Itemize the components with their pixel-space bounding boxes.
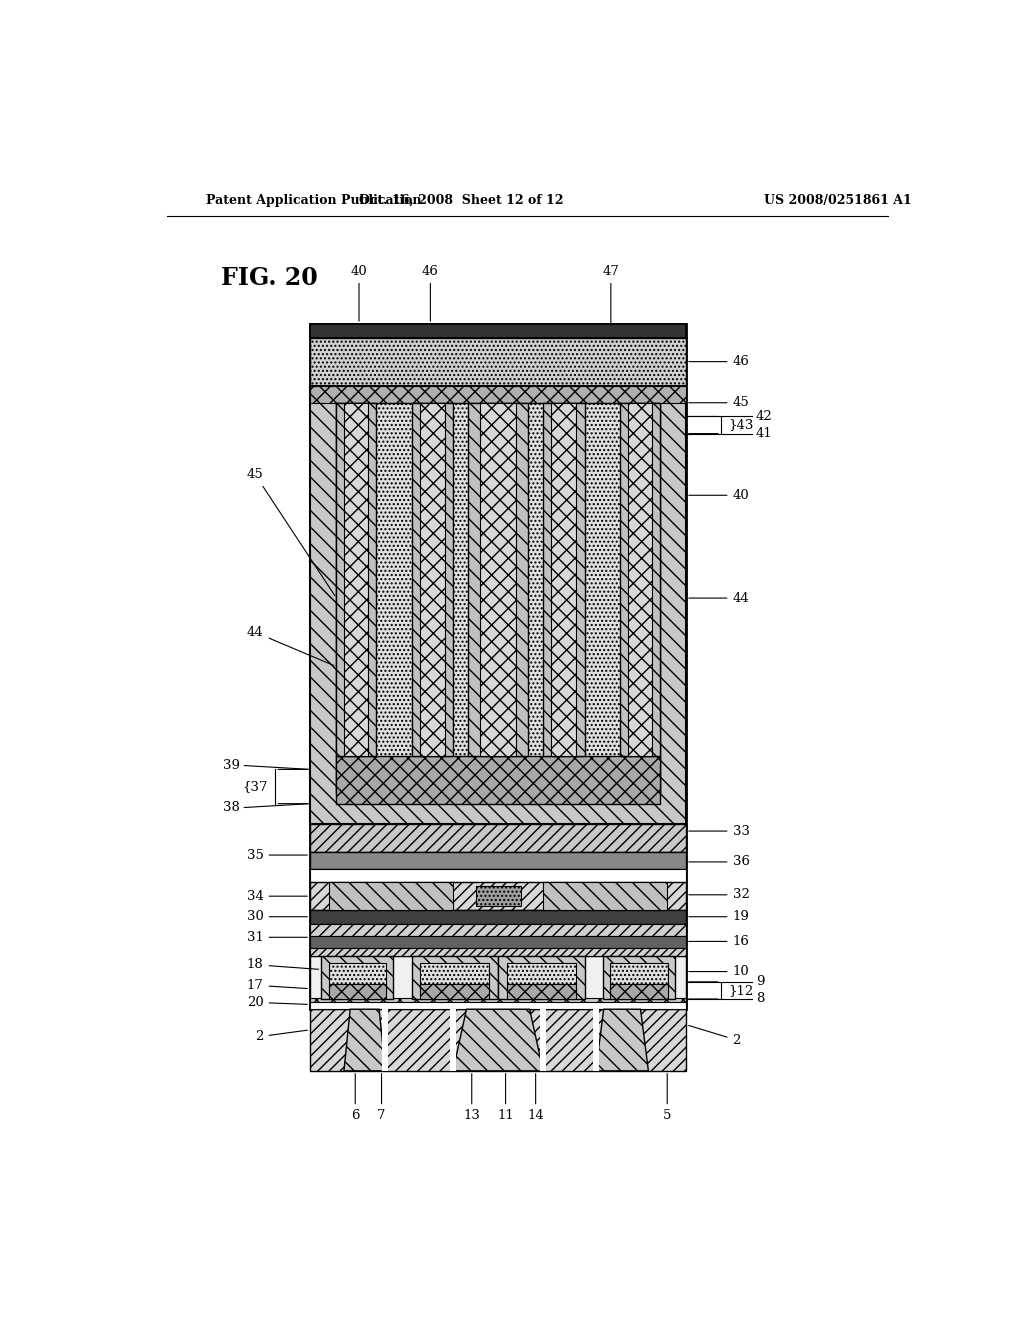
Bar [329,962,386,993]
Bar [310,1010,686,1071]
Bar [310,385,686,824]
Text: 32: 32 [689,888,750,902]
Bar [543,403,585,755]
Bar [498,957,585,999]
Text: }12: }12 [729,983,754,997]
Text: 41: 41 [756,428,772,440]
Bar [420,983,489,999]
Bar [310,909,686,924]
Text: 10: 10 [689,965,750,978]
Text: 40: 40 [689,488,750,502]
Bar [610,962,668,993]
Text: 19: 19 [689,911,750,923]
Bar [310,338,686,385]
Text: 38: 38 [223,801,241,814]
Text: 40: 40 [350,265,368,321]
Text: }43: }43 [729,418,754,432]
Bar [420,962,489,993]
Text: 2: 2 [689,1026,741,1047]
Text: 47: 47 [602,265,620,325]
Polygon shape [596,1010,648,1071]
Bar [310,924,686,936]
Text: 45: 45 [689,396,750,409]
Bar [468,403,528,755]
Bar [337,755,659,804]
Text: 14: 14 [527,1073,544,1122]
Text: 39: 39 [223,759,241,772]
Text: 35: 35 [247,849,307,862]
Polygon shape [453,1010,543,1071]
Bar [420,403,444,755]
Bar [310,323,686,1010]
Text: US 2008/0251861 A1: US 2008/0251861 A1 [764,194,911,207]
Bar [593,1010,599,1071]
Bar [344,403,368,755]
Text: 8: 8 [756,993,764,1006]
Text: 44: 44 [689,591,750,605]
Bar [412,403,453,755]
Text: 34: 34 [247,890,307,903]
Bar [310,385,686,403]
Bar [634,403,659,793]
Bar [310,883,686,909]
Text: 16: 16 [689,935,750,948]
Text: 42: 42 [756,411,772,422]
Bar [310,957,686,1010]
Text: 13: 13 [463,1073,480,1122]
Bar [552,403,577,755]
Text: 20: 20 [247,995,307,1008]
Bar [310,936,686,948]
Bar [310,869,686,883]
Bar [310,323,686,338]
Bar [310,1002,686,1010]
Text: 9: 9 [756,975,764,989]
Text: FIG. 20: FIG. 20 [221,265,317,290]
Text: 33: 33 [689,825,750,838]
Polygon shape [344,1010,385,1071]
Bar [382,1010,388,1071]
Bar [329,983,386,999]
Bar [322,957,393,999]
Text: 6: 6 [351,1073,359,1122]
Text: 2: 2 [255,1030,307,1043]
Bar [310,998,686,1010]
Text: 46: 46 [689,355,750,368]
Bar [621,403,659,755]
Bar [412,957,498,999]
Text: 17: 17 [247,978,307,991]
Bar [507,983,575,999]
Bar [329,883,453,909]
Bar [628,403,652,755]
Bar [450,1010,456,1071]
Text: 5: 5 [663,1073,672,1122]
Bar [310,948,686,957]
Text: 36: 36 [689,855,750,869]
Text: 31: 31 [247,931,307,944]
Bar [480,403,516,755]
Text: 44: 44 [247,626,334,665]
Bar [543,883,668,909]
Text: 11: 11 [498,1073,514,1122]
Bar [603,957,675,999]
Bar [475,886,520,907]
Text: 18: 18 [247,958,318,972]
Text: Patent Application Publication: Patent Application Publication [206,194,421,207]
Bar [610,983,668,999]
Text: {37: {37 [242,780,267,793]
Bar [337,403,659,793]
Bar [337,403,362,793]
Bar [540,1010,546,1071]
Text: 30: 30 [247,911,307,923]
Bar [310,824,686,851]
Text: 45: 45 [247,469,335,595]
Bar [337,403,376,755]
Text: 7: 7 [377,1073,386,1122]
Bar [507,962,575,993]
Bar [337,772,659,793]
Text: Oct. 16, 2008  Sheet 12 of 12: Oct. 16, 2008 Sheet 12 of 12 [359,194,563,207]
Text: 46: 46 [422,265,439,321]
Bar [310,851,686,869]
